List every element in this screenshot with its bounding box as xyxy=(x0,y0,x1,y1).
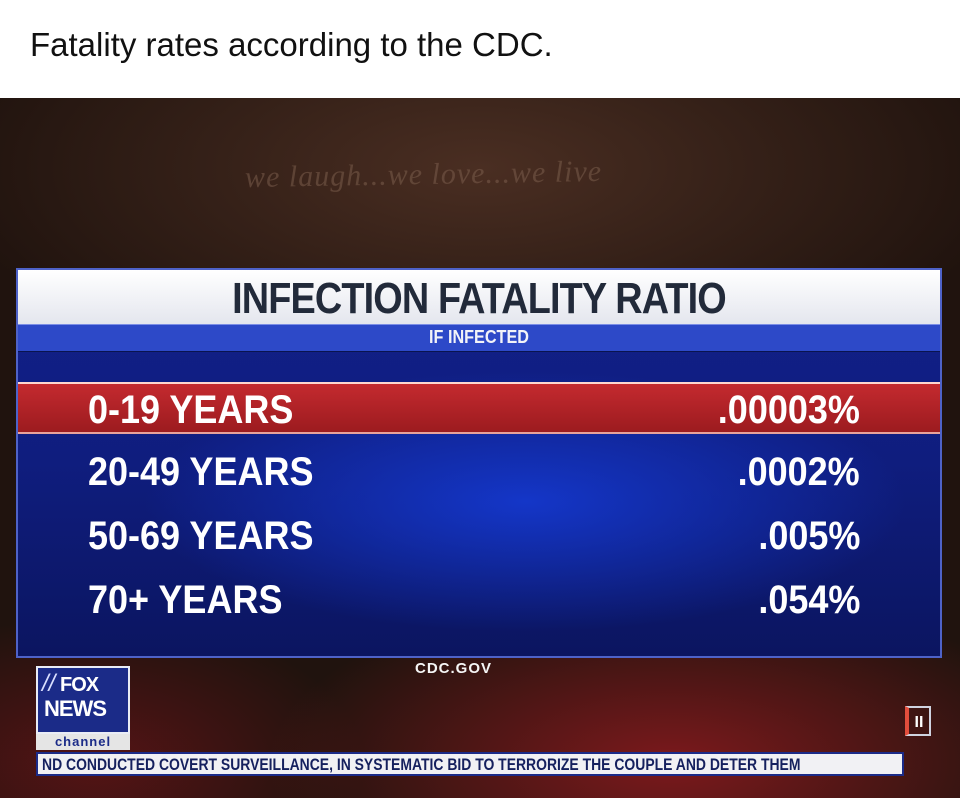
ticker-text: ND CONDUCTED COVERT SURVEILLANCE, IN SYS… xyxy=(42,755,801,774)
age-row-0-19: 0-19 YEARS .00003% xyxy=(18,382,940,434)
age-row-70-plus: 70+ YEARS .054% xyxy=(18,574,940,626)
age-row-50-69: 50-69 YEARS .005% xyxy=(18,510,940,562)
live-badge: II xyxy=(905,706,931,736)
logo-fox-text: FOX xyxy=(60,674,99,696)
fatality-value: .054% xyxy=(757,578,860,622)
fox-news-logo: // FOX NEWS xyxy=(36,666,130,734)
fatality-ratio-graphic: INFECTION FATALITY RATIO IF INFECTED 0-1… xyxy=(16,268,942,658)
logo-slash-icon: // xyxy=(42,670,56,697)
wall-sign: we laugh...we love...we live xyxy=(244,154,603,195)
subtitle-bar: IF INFECTED xyxy=(18,324,940,352)
tv-screen-photo: we laugh...we love...we live INFECTION F… xyxy=(0,98,960,798)
age-label: 0-19 YEARS xyxy=(88,388,294,432)
age-label: 70+ YEARS xyxy=(88,578,283,622)
title-bar: INFECTION FATALITY RATIO xyxy=(18,270,940,324)
fatality-value: .00003% xyxy=(717,388,860,432)
logo-channel-text: channel xyxy=(36,734,130,750)
news-ticker: ND CONDUCTED COVERT SURVEILLANCE, IN SYS… xyxy=(36,752,904,776)
graphic-title: INFECTION FATALITY RATIO xyxy=(232,274,727,323)
age-label: 20-49 YEARS xyxy=(88,450,314,494)
graphic-subtitle: IF INFECTED xyxy=(429,327,529,347)
logo-news-text: NEWS xyxy=(44,696,107,721)
age-row-20-49: 20-49 YEARS .0002% xyxy=(18,446,940,498)
fatality-value: .0002% xyxy=(737,450,860,494)
source-label: CDC.GOV xyxy=(415,660,493,677)
post-caption: Fatality rates according to the CDC. xyxy=(30,26,553,63)
fatality-value: .005% xyxy=(757,514,860,558)
age-label: 50-69 YEARS xyxy=(88,514,314,558)
